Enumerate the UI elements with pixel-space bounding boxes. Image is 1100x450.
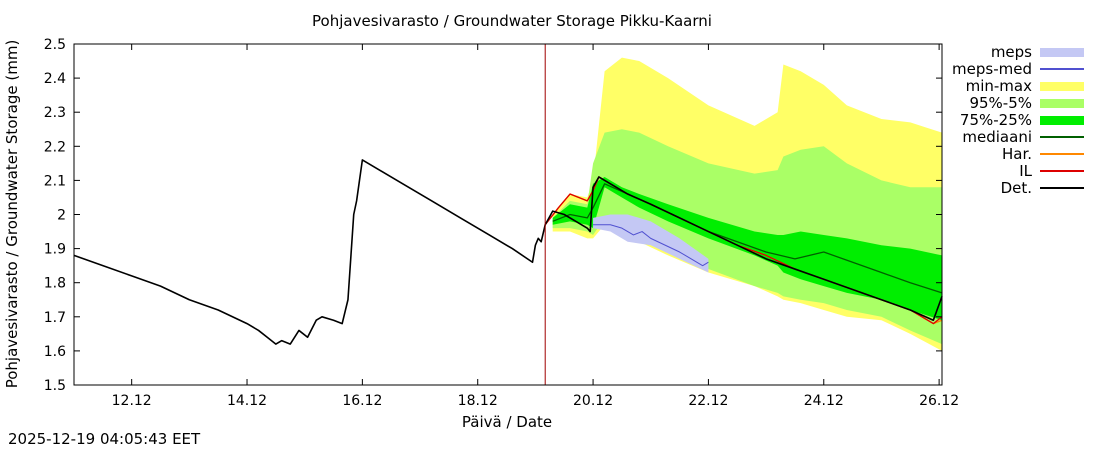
legend-label-minmax: min-max: [966, 77, 1033, 95]
y-tick-label: 2.3: [44, 105, 66, 121]
legend-label-har: Har.: [1002, 145, 1032, 163]
y-tick-label: 1.9: [44, 242, 66, 258]
series-line-det: [73, 159, 943, 345]
y-tick-label: 1.5: [44, 378, 66, 394]
y-tick-label: 2.1: [44, 173, 66, 189]
y-tick-label: 1.6: [44, 344, 66, 360]
y-axis-label: Pohjavesivarasto / Groundwater Storage (…: [3, 40, 21, 389]
x-tick-label: 14.12: [227, 393, 267, 409]
x-tick-label: 22.12: [688, 393, 728, 409]
x-tick-label: 16.12: [342, 393, 382, 409]
x-tick-label: 20.12: [573, 393, 613, 409]
y-tick-label: 2.5: [44, 37, 66, 53]
bands-layer: [552, 57, 942, 351]
series-layer: [73, 159, 943, 345]
legend-label-median: mediaani: [962, 128, 1032, 146]
legend: mepsmeps-medmin-max95%-5%75%-25%mediaani…: [952, 43, 1084, 197]
axis-ticks: 1.5 1.6 1.7 1.8 1.9 2 2.1 2.2 2.3 2.4 2.5 12.12 14.1…: [44, 37, 959, 409]
legend-label-meps_med: meps-med: [952, 60, 1032, 78]
series-line-meps_med: [593, 224, 709, 267]
chart-title: Pohjavesivarasto / Groundwater Storage P…: [312, 12, 712, 30]
x-tick-label: 26.12: [919, 393, 959, 409]
legend-swatch-meps: [1040, 48, 1084, 57]
x-tick-label: 24.12: [804, 393, 844, 409]
legend-swatch-minmax: [1040, 82, 1084, 91]
y-tick-label: 2.4: [44, 71, 66, 87]
legend-swatch-p95_5: [1040, 99, 1084, 108]
legend-label-p95_5: 95%-5%: [969, 94, 1032, 112]
legend-swatch-p75_25: [1040, 116, 1084, 125]
y-tick-label: 1.8: [44, 276, 66, 292]
y-tick-label: 2.2: [44, 139, 66, 155]
x-tick-label: 12.12: [112, 393, 152, 409]
x-axis-label: Päivä / Date: [462, 413, 552, 431]
timestamp: 2025-12-19 04:05:43 EET: [8, 430, 201, 448]
legend-label-meps: meps: [991, 43, 1032, 61]
legend-label-p75_25: 75%-25%: [960, 111, 1032, 129]
legend-label-det: Det.: [1001, 179, 1032, 197]
y-tick-label: 1.7: [44, 310, 66, 326]
legend-label-il: IL: [1019, 162, 1032, 180]
x-tick-label: 18.12: [458, 393, 498, 409]
y-tick-label: 2: [57, 208, 66, 224]
band-meps: [593, 214, 709, 273]
